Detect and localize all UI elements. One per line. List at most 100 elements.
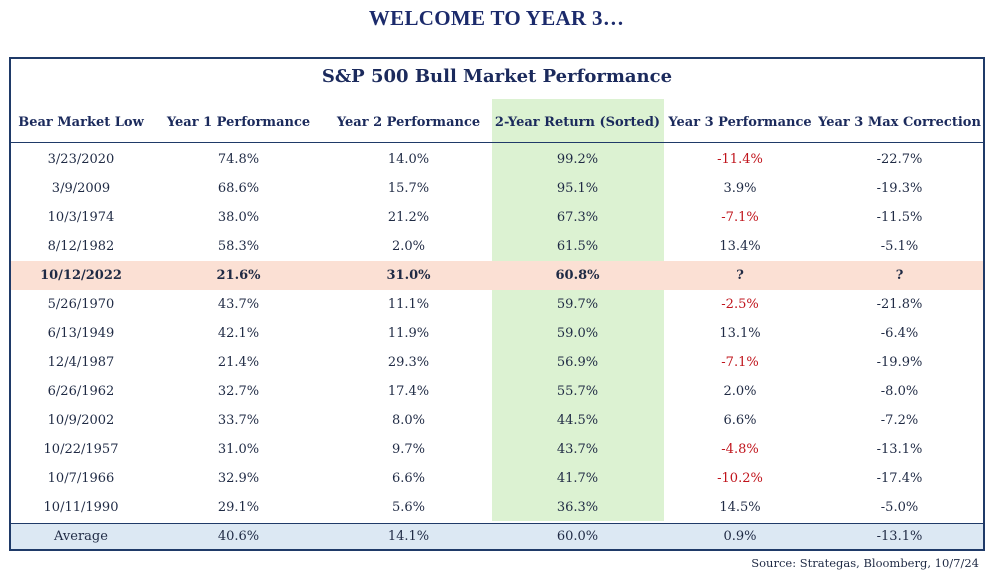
cell-year-1: 31.0%: [217, 442, 260, 457]
cell-year-1: 74.8%: [217, 152, 260, 167]
cell-year-2: 2.0%: [391, 239, 426, 254]
cell-year-3: 13.1%: [719, 326, 761, 341]
table-row: 8/12/1982 58.3% 2.0% 61.5% 13.4% -5.1%: [11, 232, 983, 261]
cell-year-1: 42.1%: [217, 326, 260, 341]
cell-year-3-max-correction: -5.1%: [880, 239, 919, 254]
cell-2-year-return: 67.3%: [556, 210, 599, 225]
table-row: 10/9/2002 33.7% 8.0% 44.5% 6.6% -7.2%: [11, 406, 983, 435]
cell-year-2: 11.9%: [387, 326, 430, 341]
average-year-3: 0.9%: [723, 529, 757, 544]
table-row: 10/7/1966 32.9% 6.6% 41.7% -10.2% -17.4%: [11, 464, 983, 493]
cell-year-1: 38.0%: [217, 210, 260, 225]
cell-year-3: -7.1%: [721, 355, 759, 370]
sorted-column-highlight: [492, 99, 664, 521]
cell-2-year-return: 43.7%: [556, 442, 599, 457]
cell-year-1: 32.9%: [217, 471, 260, 486]
cell-year-2: 31.0%: [386, 268, 431, 283]
cell-bear-market-low: 10/3/1974: [47, 210, 115, 225]
cell-year-1: 21.4%: [217, 355, 260, 370]
table-row: 6/26/1962 32.7% 17.4% 55.7% 2.0% -8.0%: [11, 377, 983, 406]
cell-year-2: 11.1%: [387, 297, 430, 312]
cell-bear-market-low: 6/26/1962: [47, 384, 115, 399]
table-row-current: 10/12/2022 21.6% 31.0% 60.8%??: [11, 261, 983, 290]
cell-year-3-max-correction: -7.2%: [880, 413, 919, 428]
cell-2-year-return: 44.5%: [556, 413, 599, 428]
cell-year-1: 68.6%: [217, 181, 260, 196]
cell-year-3-max-correction: ?: [895, 268, 904, 283]
cell-2-year-return: 56.9%: [556, 355, 599, 370]
cell-year-1: 33.7%: [217, 413, 260, 428]
cell-bear-market-low: 10/22/1957: [43, 442, 119, 457]
cell-year-3-max-correction: -19.3%: [876, 181, 923, 196]
cell-2-year-return: 61.5%: [556, 239, 599, 254]
cell-2-year-return: 59.7%: [556, 297, 599, 312]
cell-2-year-return: 55.7%: [556, 384, 599, 399]
column-header-year-2: Year 2 Performance: [336, 115, 481, 130]
column-header-year-3: Year 3 Performance: [668, 115, 812, 130]
cell-year-3: -2.5%: [721, 297, 759, 312]
table-row: 6/13/1949 42.1% 11.9% 59.0% 13.1% -6.4%: [11, 319, 983, 348]
cell-bear-market-low: 3/23/2020: [47, 152, 115, 167]
cell-year-1: 32.7%: [217, 384, 260, 399]
cell-year-2: 6.6%: [391, 471, 426, 486]
table-row: 12/4/1987 21.4% 29.3% 56.9% -7.1% -19.9%: [11, 348, 983, 377]
cell-year-3-max-correction: -17.4%: [876, 471, 923, 486]
cell-bear-market-low: 6/13/1949: [47, 326, 115, 341]
table-row: 3/23/2020 74.8% 14.0% 99.2% -11.4% -22.7%: [11, 145, 983, 174]
table-row: 10/3/1974 38.0% 21.2% 67.3% -7.1% -11.5%: [11, 203, 983, 232]
cell-year-3: 6.6%: [723, 413, 757, 428]
cell-year-3: -11.4%: [717, 152, 763, 167]
cell-year-1: 43.7%: [217, 297, 260, 312]
cell-year-3-max-correction: -21.8%: [876, 297, 923, 312]
cell-year-3-max-correction: -22.7%: [876, 152, 923, 167]
average-label: Average: [54, 529, 108, 544]
cell-year-1: 21.6%: [216, 268, 261, 283]
cell-year-1: 29.1%: [217, 500, 260, 515]
column-header-year-3-max-correction: Year 3 Max Correction: [818, 115, 981, 130]
cell-year-3: -4.8%: [721, 442, 759, 457]
cell-year-3: 14.5%: [719, 500, 761, 515]
cell-bear-market-low: 8/12/1982: [47, 239, 115, 254]
cell-year-3-max-correction: -13.1%: [876, 442, 923, 457]
average-year-2: 14.1%: [387, 529, 430, 544]
cell-year-3: -7.1%: [721, 210, 759, 225]
cell-bear-market-low: 10/11/1990: [43, 500, 119, 515]
table-body: 3/23/2020 74.8% 14.0% 99.2% -11.4% -22.7% 3/9/…: [11, 145, 983, 522]
cell-year-3-max-correction: -8.0%: [880, 384, 919, 399]
average-row: Average 40.6% 14.1% 60.0% 0.9% -13.1%: [11, 523, 983, 549]
column-header-2-year-return: 2-Year Return (Sorted): [494, 115, 661, 130]
cell-year-3: 2.0%: [723, 384, 757, 399]
cell-year-3: 13.4%: [719, 239, 761, 254]
page-title: WELCOME TO YEAR 3…: [368, 6, 625, 30]
cell-year-1: 58.3%: [217, 239, 260, 254]
cell-year-3: -10.2%: [717, 471, 763, 486]
cell-year-2: 15.7%: [387, 181, 430, 196]
average-2-year-return: 60.0%: [556, 529, 599, 544]
performance-table: S&P 500 Bull Market Performance Bear Mar…: [9, 57, 985, 551]
average-year-1: 40.6%: [217, 529, 260, 544]
cell-year-3: 3.9%: [723, 181, 757, 196]
table-row: 10/11/1990 29.1% 5.6% 36.3% 14.5% -5.0%: [11, 493, 983, 522]
cell-year-2: 5.6%: [391, 500, 426, 515]
cell-year-3-max-correction: -19.9%: [876, 355, 923, 370]
table-row: 10/22/1957 31.0% 9.7% 43.7% -4.8% -13.1%: [11, 435, 983, 464]
column-header-bear-market-low: Bear Market Low: [18, 115, 144, 130]
table-title: S&P 500 Bull Market Performance: [321, 66, 673, 87]
cell-bear-market-low: 3/9/2009: [51, 181, 111, 196]
table-header-row: Bear Market Low Year 1 Performance Year …: [11, 103, 983, 143]
cell-2-year-return: 59.0%: [556, 326, 599, 341]
cell-year-2: 14.0%: [387, 152, 430, 167]
cell-year-3-max-correction: -6.4%: [880, 326, 919, 341]
cell-2-year-return: 95.1%: [556, 181, 599, 196]
source-note: Source: Strategas, Bloomberg, 10/7/24: [751, 556, 979, 570]
cell-bear-market-low: 10/7/1966: [47, 471, 115, 486]
cell-2-year-return: 60.8%: [555, 268, 600, 283]
average-year-3-max-correction: -13.1%: [876, 529, 923, 544]
cell-2-year-return: 99.2%: [556, 152, 599, 167]
cell-year-2: 21.2%: [387, 210, 430, 225]
cell-bear-market-low: 10/9/2002: [47, 413, 115, 428]
cell-2-year-return: 36.3%: [556, 500, 599, 515]
cell-year-2: 8.0%: [391, 413, 426, 428]
cell-year-2: 17.4%: [387, 384, 430, 399]
cell-bear-market-low: 5/26/1970: [47, 297, 115, 312]
